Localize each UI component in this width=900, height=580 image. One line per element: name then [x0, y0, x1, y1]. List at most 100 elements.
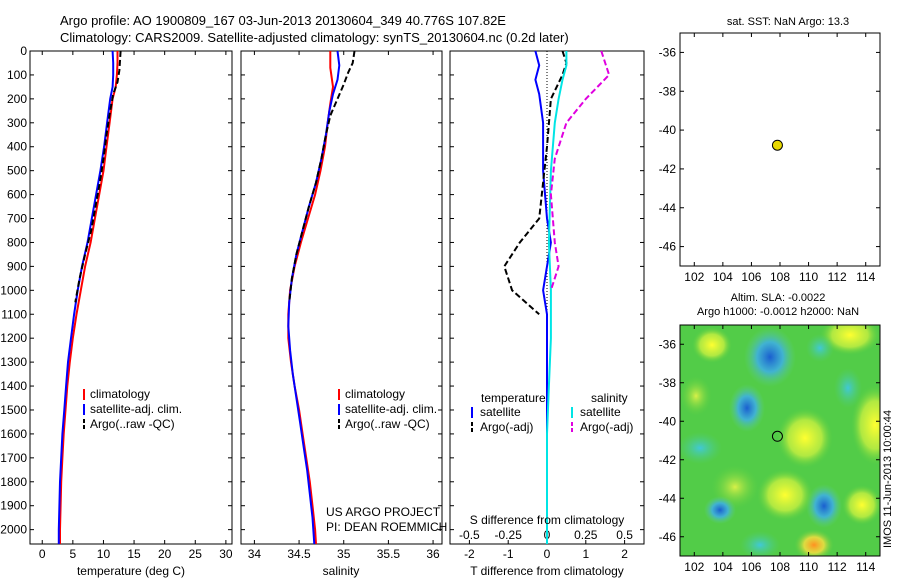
- depth-tick-label: 1200: [0, 331, 27, 345]
- salinity-depth-ticks: [241, 50, 442, 531]
- legend-label: Argo(..raw -QC): [345, 417, 430, 431]
- depth-tick-label: 500: [7, 164, 27, 178]
- temperature-axis: 0 5 10 15 20 25 30: [39, 51, 233, 561]
- legend-label: satellite-adj. clim.: [90, 402, 182, 416]
- x2-tick-label: -0.25: [495, 528, 523, 542]
- depth-tick-label: 300: [7, 116, 27, 130]
- y-tick-label: -42: [659, 453, 677, 467]
- legend-label: satellite: [580, 405, 621, 419]
- x-tick-label: 112: [828, 560, 847, 574]
- y-tick-label: -40: [659, 414, 677, 428]
- x2-tick-label: 0.25: [574, 528, 598, 542]
- depth-tick-label: 1500: [0, 403, 27, 417]
- legend-label: satellite: [480, 405, 521, 419]
- x-tick-label: 30: [219, 547, 233, 561]
- temperature-axes-frame: [29, 50, 233, 545]
- series-line-satellite-adj-clim-: [287, 50, 341, 545]
- x-tick-label: 106: [741, 560, 761, 574]
- sst-map-title: sat. SST: NaN Argo: 13.3: [727, 16, 849, 28]
- legend-label: Argo(-adj): [580, 420, 633, 434]
- legend-label: climatology: [345, 387, 405, 401]
- x-tick-label: 15: [127, 547, 141, 561]
- x-tick-label: 112: [828, 270, 847, 284]
- salinity-series: [287, 50, 356, 545]
- depth-tick-label: 2000: [0, 523, 27, 537]
- x-tick-label: 108: [770, 560, 790, 574]
- pi-label: PI: DEAN ROEMMICH: [326, 520, 447, 534]
- sla-map-panel: Altim. SLA: -0.0022 Argo h1000: -0.0012 …: [659, 292, 881, 574]
- sst-map-panel: sat. SST: NaN Argo: 13.3 102 104 106 108 110…: [659, 16, 881, 284]
- y-tick-label: -46: [659, 240, 677, 254]
- header-line-1: Argo profile: AO 1900809_167 03-Jun-2013…: [60, 13, 506, 28]
- legend-group-title: salinity: [591, 391, 628, 405]
- depth-tick-label: 1600: [0, 427, 27, 441]
- sla-heatmap: [680, 325, 880, 556]
- y-tick-label: -38: [659, 84, 677, 98]
- legend-label: Argo(-adj): [480, 420, 533, 434]
- x-tick-label: 114: [856, 270, 875, 284]
- x2-tick-label: -0.5: [459, 528, 480, 542]
- legend-label: satellite-adj. clim.: [345, 402, 437, 416]
- difference-depth-ticks: [450, 50, 644, 531]
- depth-tick-label: 1100: [1, 307, 27, 321]
- x-tick-label: 110: [799, 560, 818, 574]
- legend-label: Argo(..raw -QC): [90, 417, 175, 431]
- x2-tick-label: 0.5: [616, 528, 633, 542]
- depth-tick-label: 1300: [0, 355, 27, 369]
- depth-tick-label: 600: [7, 188, 27, 202]
- salinity-x-label: salinity: [323, 564, 360, 578]
- project-label: US ARGO PROJECT: [326, 505, 441, 519]
- x-tick-label: 1: [582, 547, 589, 561]
- y-tick-label: -36: [659, 337, 677, 351]
- x-tick-label: 114: [856, 560, 875, 574]
- x-tick-label: 34.5: [287, 547, 311, 561]
- y-tick-label: -42: [659, 162, 677, 176]
- series-line-argo-raw-qc-: [288, 50, 356, 303]
- s-difference-axis: -0.5 -0.25 0 0.25 0.5: [459, 528, 633, 542]
- x-tick-label: 34: [248, 547, 262, 561]
- series-line-salinity-argo-adj-: [549, 50, 611, 291]
- x-tick-label: 2: [621, 547, 628, 561]
- argo-float-marker: [771, 139, 783, 151]
- series-line-climatology: [287, 51, 335, 545]
- depth-tick-label: 900: [7, 259, 27, 273]
- x-tick-label: 35.5: [377, 547, 401, 561]
- legend-label: climatology: [90, 387, 150, 401]
- sst-map-axes: 102 104 106 108 110 112 114 -36 -38 -40 -42 -44 -46: [659, 33, 880, 284]
- difference-series: [503, 50, 611, 544]
- depth-tick-label: 800: [7, 235, 27, 249]
- difference-legend: temperaturesatelliteArgo(-adj)salinitysa…: [471, 391, 633, 434]
- x-tick-label: 20: [158, 547, 172, 561]
- depth-tick-label: 100: [7, 68, 27, 82]
- sla-title-line-2: Argo h1000: -0.0012 h2000: NaN: [697, 306, 859, 318]
- x-tick-label: 35: [337, 547, 351, 561]
- salinity-axis: 34 34.5 35 35.5 36: [248, 51, 440, 561]
- y-tick-label: -38: [659, 376, 677, 390]
- s-difference-label: S difference from climatology: [470, 513, 625, 527]
- x-tick-label: 102: [684, 560, 704, 574]
- depth-tick-label: 1800: [0, 475, 27, 489]
- x-tick-label: 104: [713, 560, 733, 574]
- salinity-axes-frame: [240, 50, 443, 545]
- y-tick-label: -46: [659, 530, 677, 544]
- x-tick-label: 108: [770, 270, 790, 284]
- x-tick-label: 25: [189, 547, 203, 561]
- x-tick-label: 5: [70, 547, 77, 561]
- temperature-x-label: temperature (deg C): [77, 564, 185, 578]
- temperature-series: [57, 50, 122, 544]
- x-tick-label: 104: [713, 270, 733, 284]
- x-tick-label: 0: [544, 547, 551, 561]
- depth-tick-label: 400: [7, 140, 27, 154]
- depth-tick-label: 1400: [0, 379, 27, 393]
- y-tick-label: -44: [659, 491, 677, 505]
- argo-float-marker: [771, 430, 783, 442]
- t-difference-axis: -2 -1 0 1 2: [464, 540, 628, 561]
- series-line-argo-raw-qc-: [74, 50, 122, 303]
- series-line-satellite-adj-clim-: [57, 50, 115, 544]
- header-line-2: Climatology: CARS2009. Satellite-adjuste…: [60, 30, 569, 45]
- sla-map-axes: 102 104 106 108 110 112 114 -36 -38 -40 -42 -44 -46: [659, 325, 880, 574]
- x-tick-label: 0: [39, 547, 46, 561]
- depth-tick-label: 700: [7, 212, 27, 226]
- depth-tick-label: 1700: [0, 451, 27, 465]
